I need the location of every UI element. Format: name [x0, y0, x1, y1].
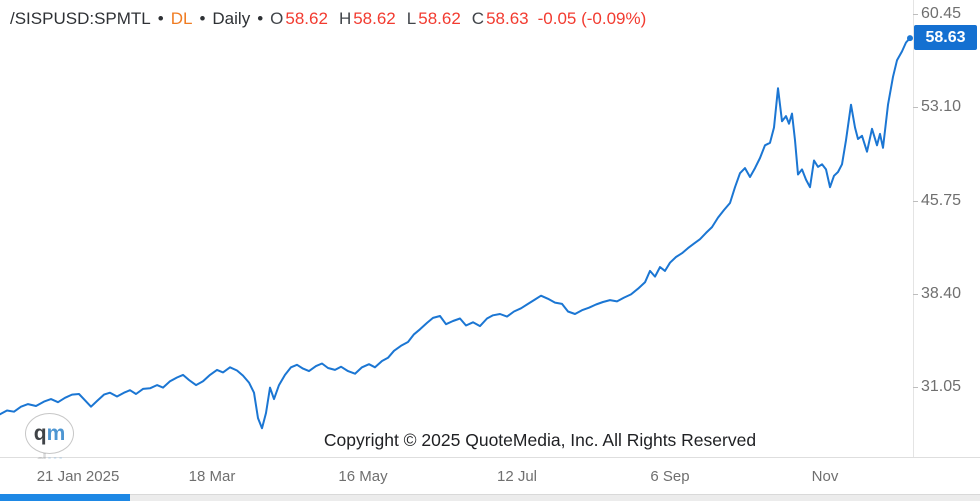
- period-label[interactable]: Daily: [212, 9, 251, 28]
- logo-letter-q: q: [33, 421, 47, 445]
- bullet-separator: •: [257, 9, 264, 28]
- close-value: 58.63: [486, 9, 529, 28]
- change-value: -0.05 (-0.09%): [537, 9, 647, 28]
- open-label: O: [270, 9, 284, 28]
- high-value: 58.62: [353, 9, 396, 28]
- bullet-separator: •: [199, 9, 206, 28]
- price-line-chart[interactable]: [0, 0, 913, 460]
- bullet-separator: •: [157, 9, 164, 28]
- open-value: 58.62: [285, 9, 328, 28]
- price-axis-label: 31.05: [921, 378, 962, 395]
- low-value: 58.62: [418, 9, 461, 28]
- quote-header: /SISPUSD:SPMTL • DL • Daily • O 58.62 H …: [10, 9, 646, 31]
- date-axis-label: 21 Jan 2025: [36, 468, 120, 485]
- price-axis-tick: [913, 201, 918, 202]
- price-axis-tick: [913, 107, 918, 108]
- symbol-label: /SISPUSD:SPMTL: [10, 9, 151, 28]
- low-label: L: [406, 9, 417, 28]
- date-axis-label: Nov: [811, 468, 839, 485]
- range-scrollbar-track[interactable]: [0, 494, 980, 501]
- price-axis-tick: [913, 294, 918, 295]
- price-axis-label: 60.45: [921, 5, 962, 22]
- price-axis-label: 53.10: [921, 98, 962, 115]
- date-axis-line: [0, 457, 980, 458]
- range-scrollbar-thumb[interactable]: [0, 494, 130, 501]
- price-line: [0, 37, 911, 430]
- date-axis-label: 6 Sep: [650, 468, 690, 485]
- high-label: H: [338, 9, 352, 28]
- last-price-badge: 58.63: [914, 25, 977, 50]
- interval-code-label[interactable]: DL: [170, 9, 193, 28]
- close-label: C: [471, 9, 485, 28]
- last-price-dot: [907, 35, 913, 42]
- price-axis-tick: [913, 387, 918, 388]
- price-axis-label: 45.75: [921, 192, 962, 209]
- date-axis-label: 12 Jul: [496, 468, 538, 485]
- logo-letter-m: m: [46, 421, 66, 445]
- price-axis-tick: [913, 14, 918, 15]
- date-axis-label: 18 Mar: [188, 468, 236, 485]
- date-axis-label: 16 May: [338, 468, 388, 485]
- copyright-text: Copyright © 2025 QuoteMedia, Inc. All Ri…: [323, 430, 757, 450]
- price-axis-line: [913, 0, 914, 457]
- price-axis-label: 38.40: [921, 285, 962, 302]
